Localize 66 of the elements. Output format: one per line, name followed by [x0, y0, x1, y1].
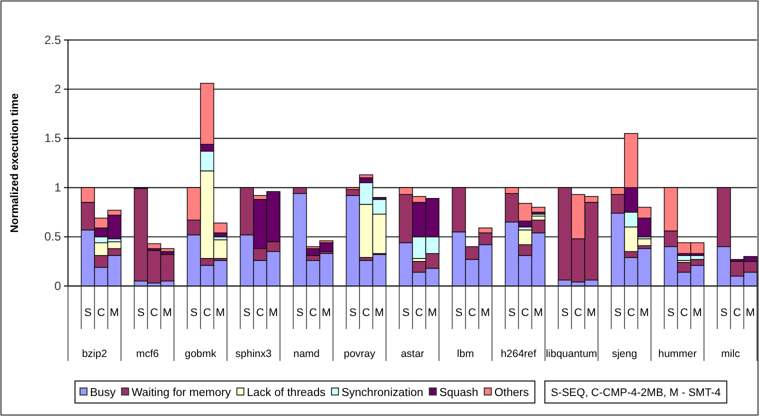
text: lbm — [457, 348, 474, 360]
text: S-SEQ, C-CMP-4-2MB, M - SMT-4 — [550, 387, 721, 399]
y-tick-label: 0 — [54, 278, 62, 293]
y-axis-title: Normalized execution time — [9, 93, 21, 233]
x-tick-label: S — [720, 307, 728, 319]
x-tick-label: C — [680, 307, 688, 319]
y-tick-label: 1 — [54, 180, 62, 194]
x-tick-label: S — [455, 307, 463, 319]
x-tick-label: S — [296, 307, 304, 319]
x-tick-label: S — [190, 307, 198, 319]
text: hummer — [658, 348, 698, 360]
y-tick-label: 2.5 — [44, 32, 62, 47]
x-tick-label: C — [97, 307, 106, 319]
x-tick-label: C — [203, 307, 212, 319]
x-tick-label: M — [216, 307, 225, 319]
x-tick-label: C — [362, 307, 370, 319]
x-tick-label: S — [402, 307, 410, 319]
x-tick-label: S — [561, 307, 569, 319]
x-tick-label: S — [349, 307, 357, 319]
x-tick-label: C — [574, 307, 582, 319]
text: namd — [293, 348, 320, 360]
x-tick-label: S — [614, 307, 622, 319]
text: h264ref — [500, 348, 536, 360]
text: bzip2 — [82, 348, 108, 360]
legend-label: Waiting for memory — [132, 387, 232, 399]
y-tick-label: 1.5 — [44, 131, 62, 146]
x-tick-label: M — [110, 307, 119, 319]
x-tick-label: M — [586, 307, 596, 319]
legend-label: Lack of threads — [246, 387, 326, 399]
x-tick-label: C — [521, 307, 530, 319]
x-tick-label: S — [243, 307, 251, 319]
x-tick-label: M — [534, 307, 543, 319]
legend-label: Busy — [90, 387, 116, 399]
x-tick-label: S — [137, 307, 145, 319]
x-tick-label: C — [415, 307, 424, 319]
legend-label: Others — [494, 387, 530, 399]
x-tick-label: C — [150, 307, 158, 319]
text: milc — [721, 348, 740, 360]
x-tick-label: C — [733, 307, 742, 319]
text: gobmk — [184, 348, 218, 360]
x-tick-label: M — [480, 307, 490, 319]
x-tick-label: C — [627, 307, 636, 319]
legend-label: Synchronization — [341, 387, 424, 399]
x-tick-label: C — [309, 307, 318, 319]
y-tick-label: 2 — [54, 82, 62, 96]
legend-label: Squash — [439, 387, 478, 399]
text: povray — [344, 348, 376, 360]
y-tick-label: 0.5 — [44, 230, 62, 244]
text: mcf6 — [136, 348, 160, 360]
x-tick-label: M — [640, 307, 649, 319]
x-tick-label: S — [508, 307, 516, 319]
text: sjeng — [612, 348, 638, 360]
x-tick-label: M — [322, 307, 331, 319]
x-tick-label: M — [374, 307, 384, 319]
x-tick-label: M — [692, 307, 702, 319]
x-tick-label: M — [162, 307, 172, 319]
text: astar — [400, 348, 425, 360]
x-tick-label: M — [268, 307, 278, 319]
x-tick-label: S — [84, 307, 92, 319]
x-tick-label: S — [667, 307, 675, 319]
x-tick-label: M — [428, 307, 437, 319]
text: libquantum — [546, 348, 598, 360]
x-tick-label: C — [256, 307, 264, 319]
x-tick-label: M — [746, 307, 755, 319]
x-tick-label: C — [468, 307, 476, 319]
text: sphinx3 — [235, 348, 272, 360]
